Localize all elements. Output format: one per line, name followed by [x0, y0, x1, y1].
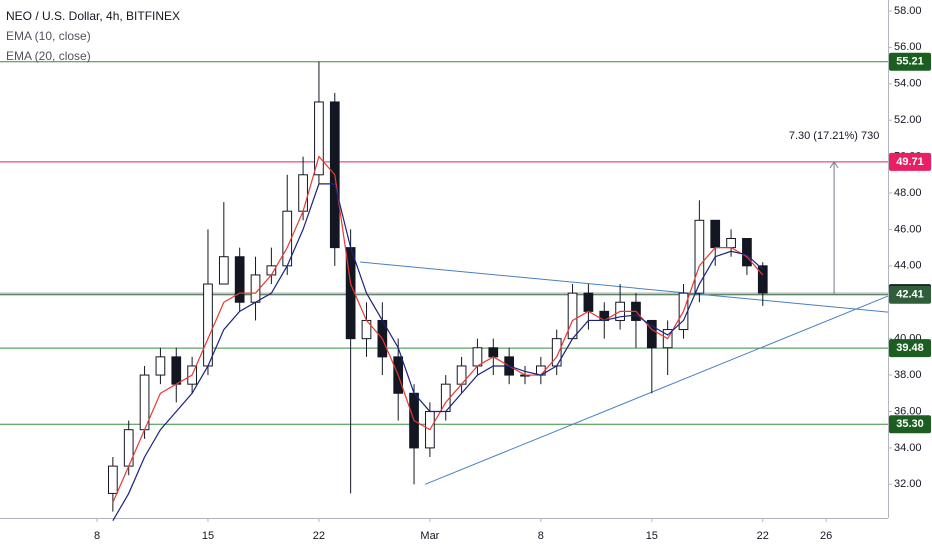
candle-body [203, 283, 213, 367]
y-tick-label: 58.00 [894, 5, 922, 17]
axes: 58.0056.0054.0052.0050.0048.0046.0044.00… [94, 5, 931, 542]
trend-line [424, 295, 889, 485]
level-label-box [889, 52, 931, 71]
y-tick-label: 32.00 [894, 478, 922, 490]
level-label-box [889, 339, 931, 358]
candle-body [583, 292, 594, 312]
level-label-box [889, 285, 931, 304]
x-tick-label: 15 [202, 530, 214, 542]
level-label: 35.30 [896, 418, 924, 430]
candle-body [123, 429, 134, 467]
candle-body [694, 219, 705, 294]
candle-body [108, 465, 118, 494]
candle-body [298, 174, 308, 212]
level-label: 39.48 [896, 342, 924, 354]
y-tick-label: 36.00 [894, 405, 922, 417]
level-label-box [889, 152, 931, 171]
chart-title: NEO / U.S. Dollar, 4h, BITFINEX [6, 9, 180, 23]
x-tick-label: 15 [646, 530, 658, 542]
y-tick-label: 46.00 [894, 223, 922, 235]
x-tick-label: 8 [94, 530, 100, 542]
x-tick-label: Mar [420, 530, 439, 542]
candle-body [488, 347, 499, 358]
y-tick-label: 34.00 [894, 442, 922, 454]
candle-body [726, 238, 736, 249]
plot: 7.30 (17.21%) 730 [0, 61, 889, 522]
measure-arrowhead [829, 160, 839, 169]
ema-line [112, 155, 764, 503]
measure-label: 7.30 (17.21%) 730 [789, 130, 880, 142]
candle-body [646, 319, 657, 349]
candle-body [710, 219, 721, 249]
y-tick-label: 38.00 [894, 369, 922, 381]
trend-line [360, 261, 889, 313]
candle-body [742, 238, 752, 267]
y-tick-label: 48.00 [894, 187, 922, 199]
x-tick-label: 22 [313, 530, 325, 542]
level-label: 42.41 [896, 289, 924, 301]
x-tick-label: 26 [820, 530, 832, 542]
level-label: 55.21 [896, 56, 924, 68]
candle-body [155, 356, 166, 376]
candle-body [314, 101, 324, 176]
candle-body [250, 274, 261, 303]
legend-entry: EMA (20, close) [6, 49, 91, 63]
candle-body [757, 265, 768, 294]
y-tick-label: 56.00 [894, 41, 922, 53]
level-label: 49.71 [896, 156, 924, 168]
candle-body [472, 347, 483, 367]
candle-body [171, 356, 182, 385]
x-tick-label: 22 [757, 530, 769, 542]
y-tick-label: 44.00 [894, 260, 922, 272]
candle-body [234, 256, 245, 303]
candle-body [567, 292, 578, 340]
y-tick-label: 52.00 [894, 114, 922, 126]
level-label-box [889, 415, 931, 434]
x-tick-label: 8 [538, 530, 544, 542]
candle-body [218, 256, 229, 285]
legend-entry: EMA (10, close) [6, 29, 91, 43]
ema-line [112, 183, 764, 522]
y-tick-label: 54.00 [894, 78, 922, 90]
